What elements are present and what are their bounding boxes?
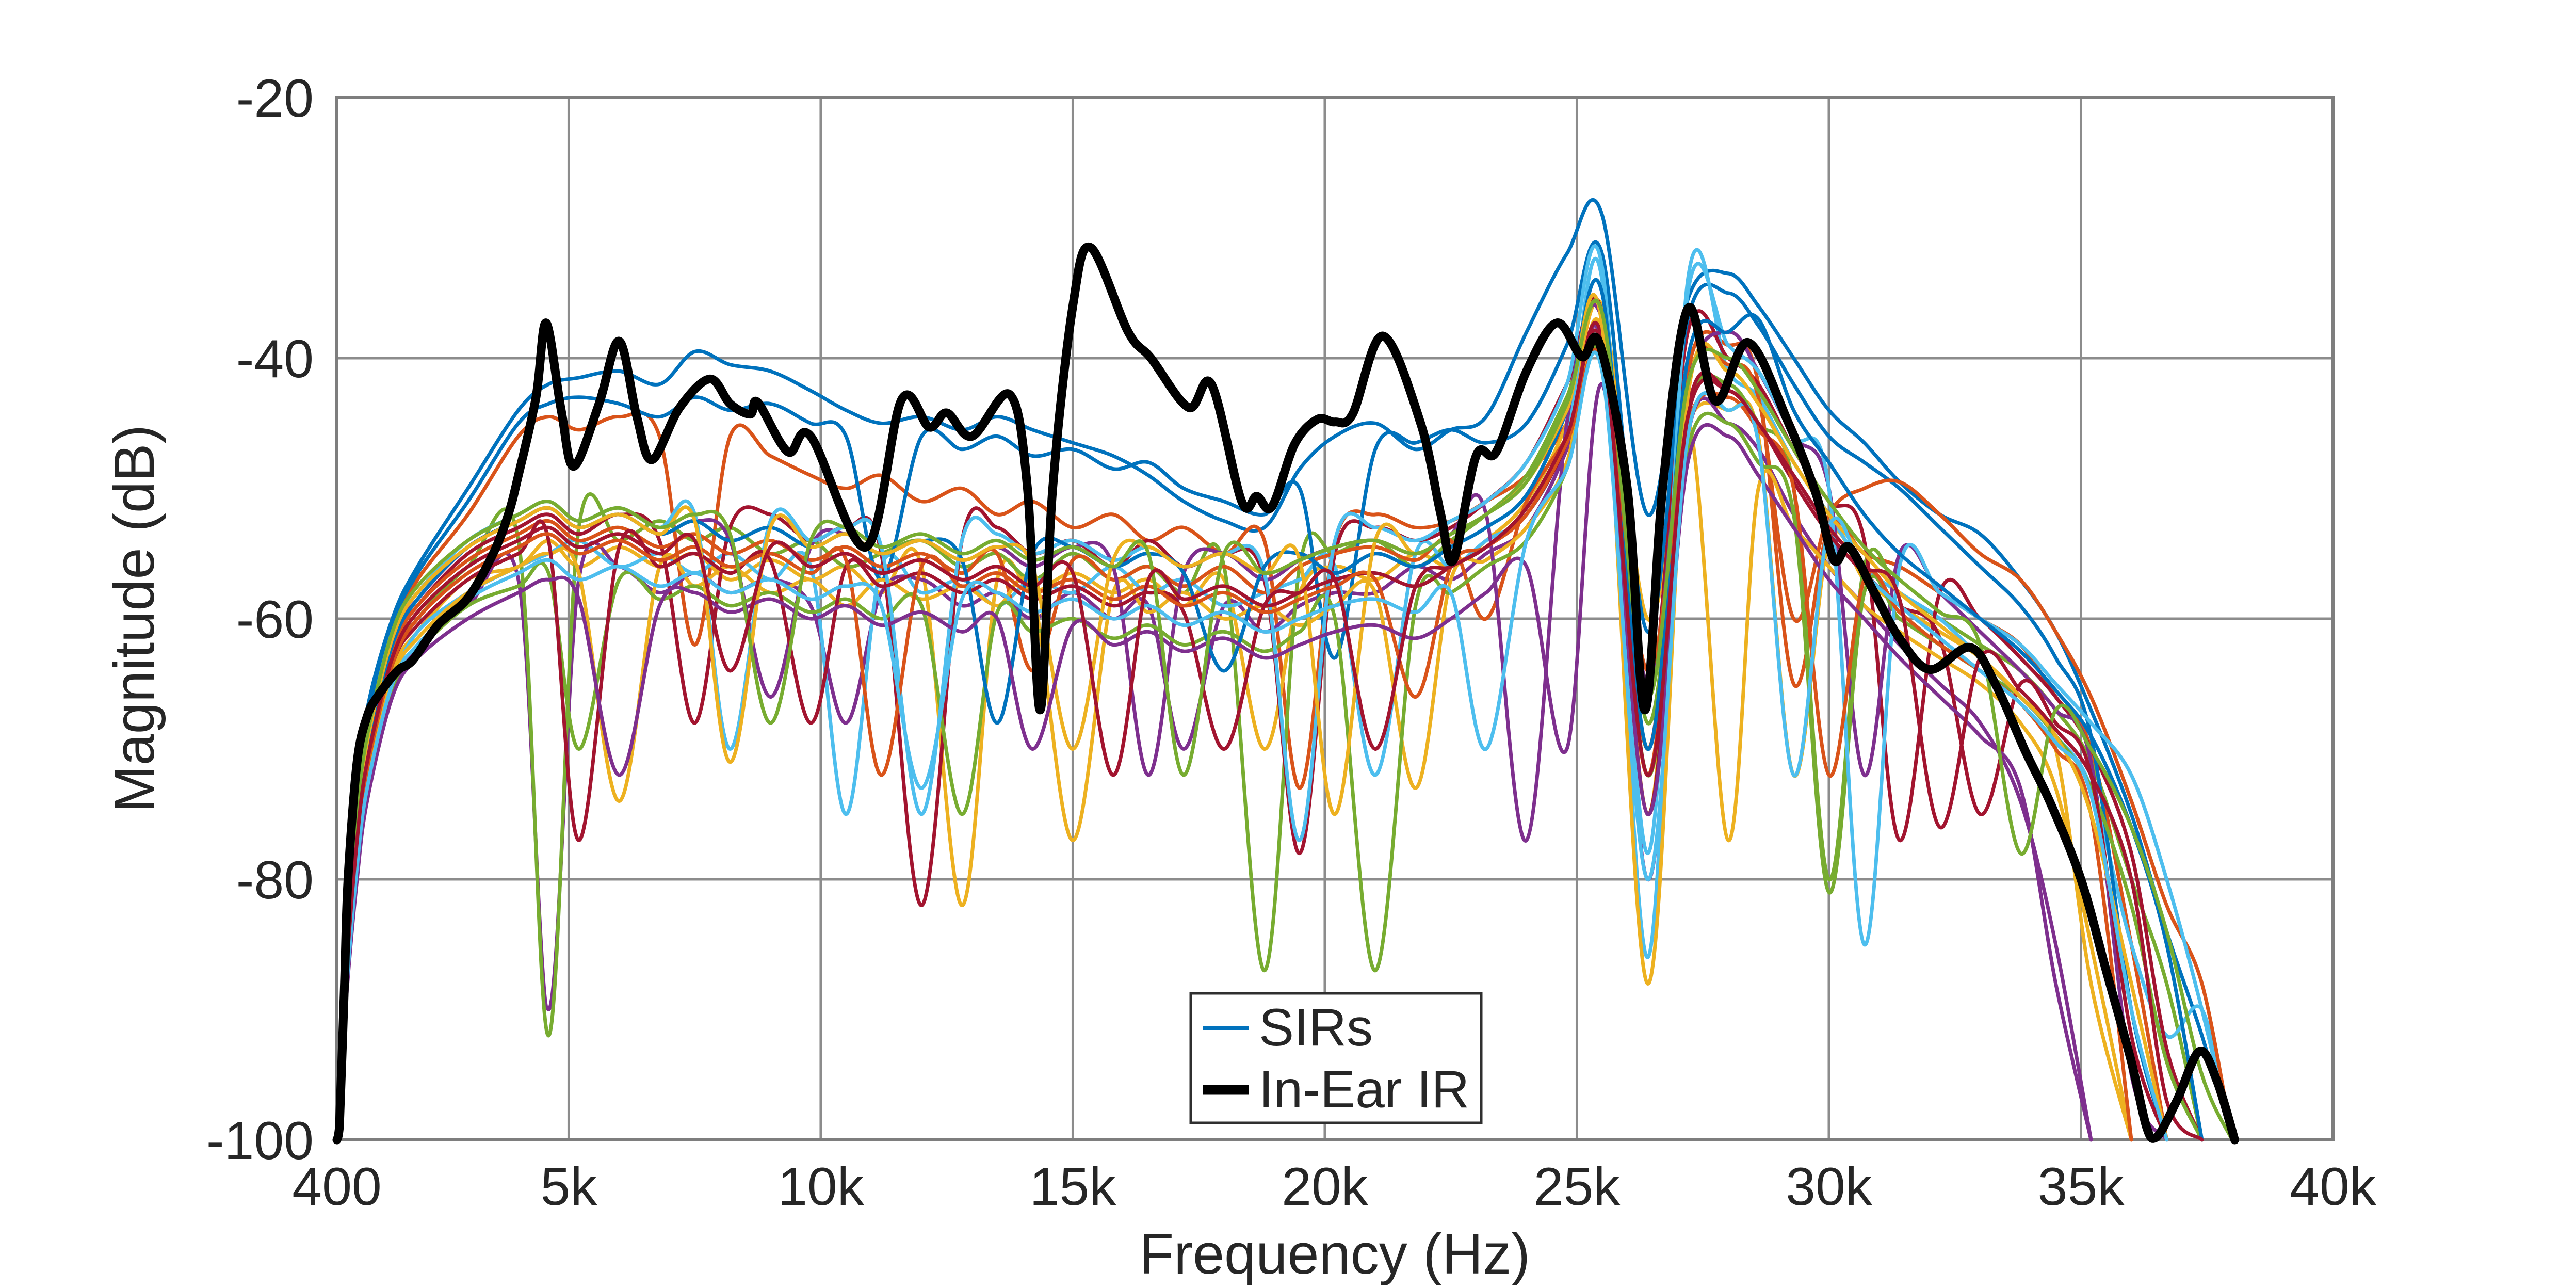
x-tick-label: 10k — [777, 1157, 865, 1217]
axes-box — [335, 96, 2335, 1141]
legend: SIRs In-Ear IR — [1189, 992, 1483, 1124]
in-ear-ir-line — [332, 243, 2239, 1145]
y-tick-label: -100 — [206, 1111, 314, 1171]
sir-line-10 — [335, 317, 2133, 1142]
y-tick-labels: -20 -40 -60 -80 -100 — [206, 69, 314, 1171]
y-tick-label: -20 — [236, 69, 314, 128]
y-tick-label: -40 — [236, 329, 314, 389]
sir-line-19 — [335, 298, 2234, 1142]
x-axis-title: Frequency (Hz) — [1139, 1222, 1530, 1286]
sir-line-16 — [335, 347, 2133, 1142]
x-tick-label: 5k — [541, 1157, 598, 1217]
y-tick-label: -80 — [236, 850, 314, 910]
sir-line-9 — [335, 334, 2234, 1142]
x-tick-labels: 400 5k 10k 15k 20k 25k 30k 35k 40k — [292, 1157, 2377, 1217]
x-tick-label: 25k — [1534, 1157, 1621, 1217]
x-tick-label: 40k — [2290, 1157, 2377, 1217]
x-tick-label: 30k — [1786, 1157, 1873, 1217]
sir-line-20 — [335, 350, 2169, 1142]
y-axis-title: Magnitude (dB) — [103, 425, 166, 813]
sir-line-21 — [335, 328, 2204, 1142]
legend-box — [1189, 992, 1483, 1124]
sir-line-8 — [335, 240, 2169, 1142]
curves — [332, 198, 2239, 1145]
x-tick-label: 400 — [292, 1157, 382, 1217]
y-tick-label: -60 — [236, 590, 314, 650]
sir-line-18 — [335, 382, 2093, 1142]
x-tick-label: 20k — [1282, 1157, 1369, 1217]
x-tick-label: 35k — [2038, 1157, 2125, 1217]
legend-label-sirs: SIRs — [1259, 998, 1373, 1057]
x-tick-label: 15k — [1030, 1157, 1117, 1217]
legend-label-in-ear-ir: In-Ear IR — [1259, 1060, 1469, 1119]
